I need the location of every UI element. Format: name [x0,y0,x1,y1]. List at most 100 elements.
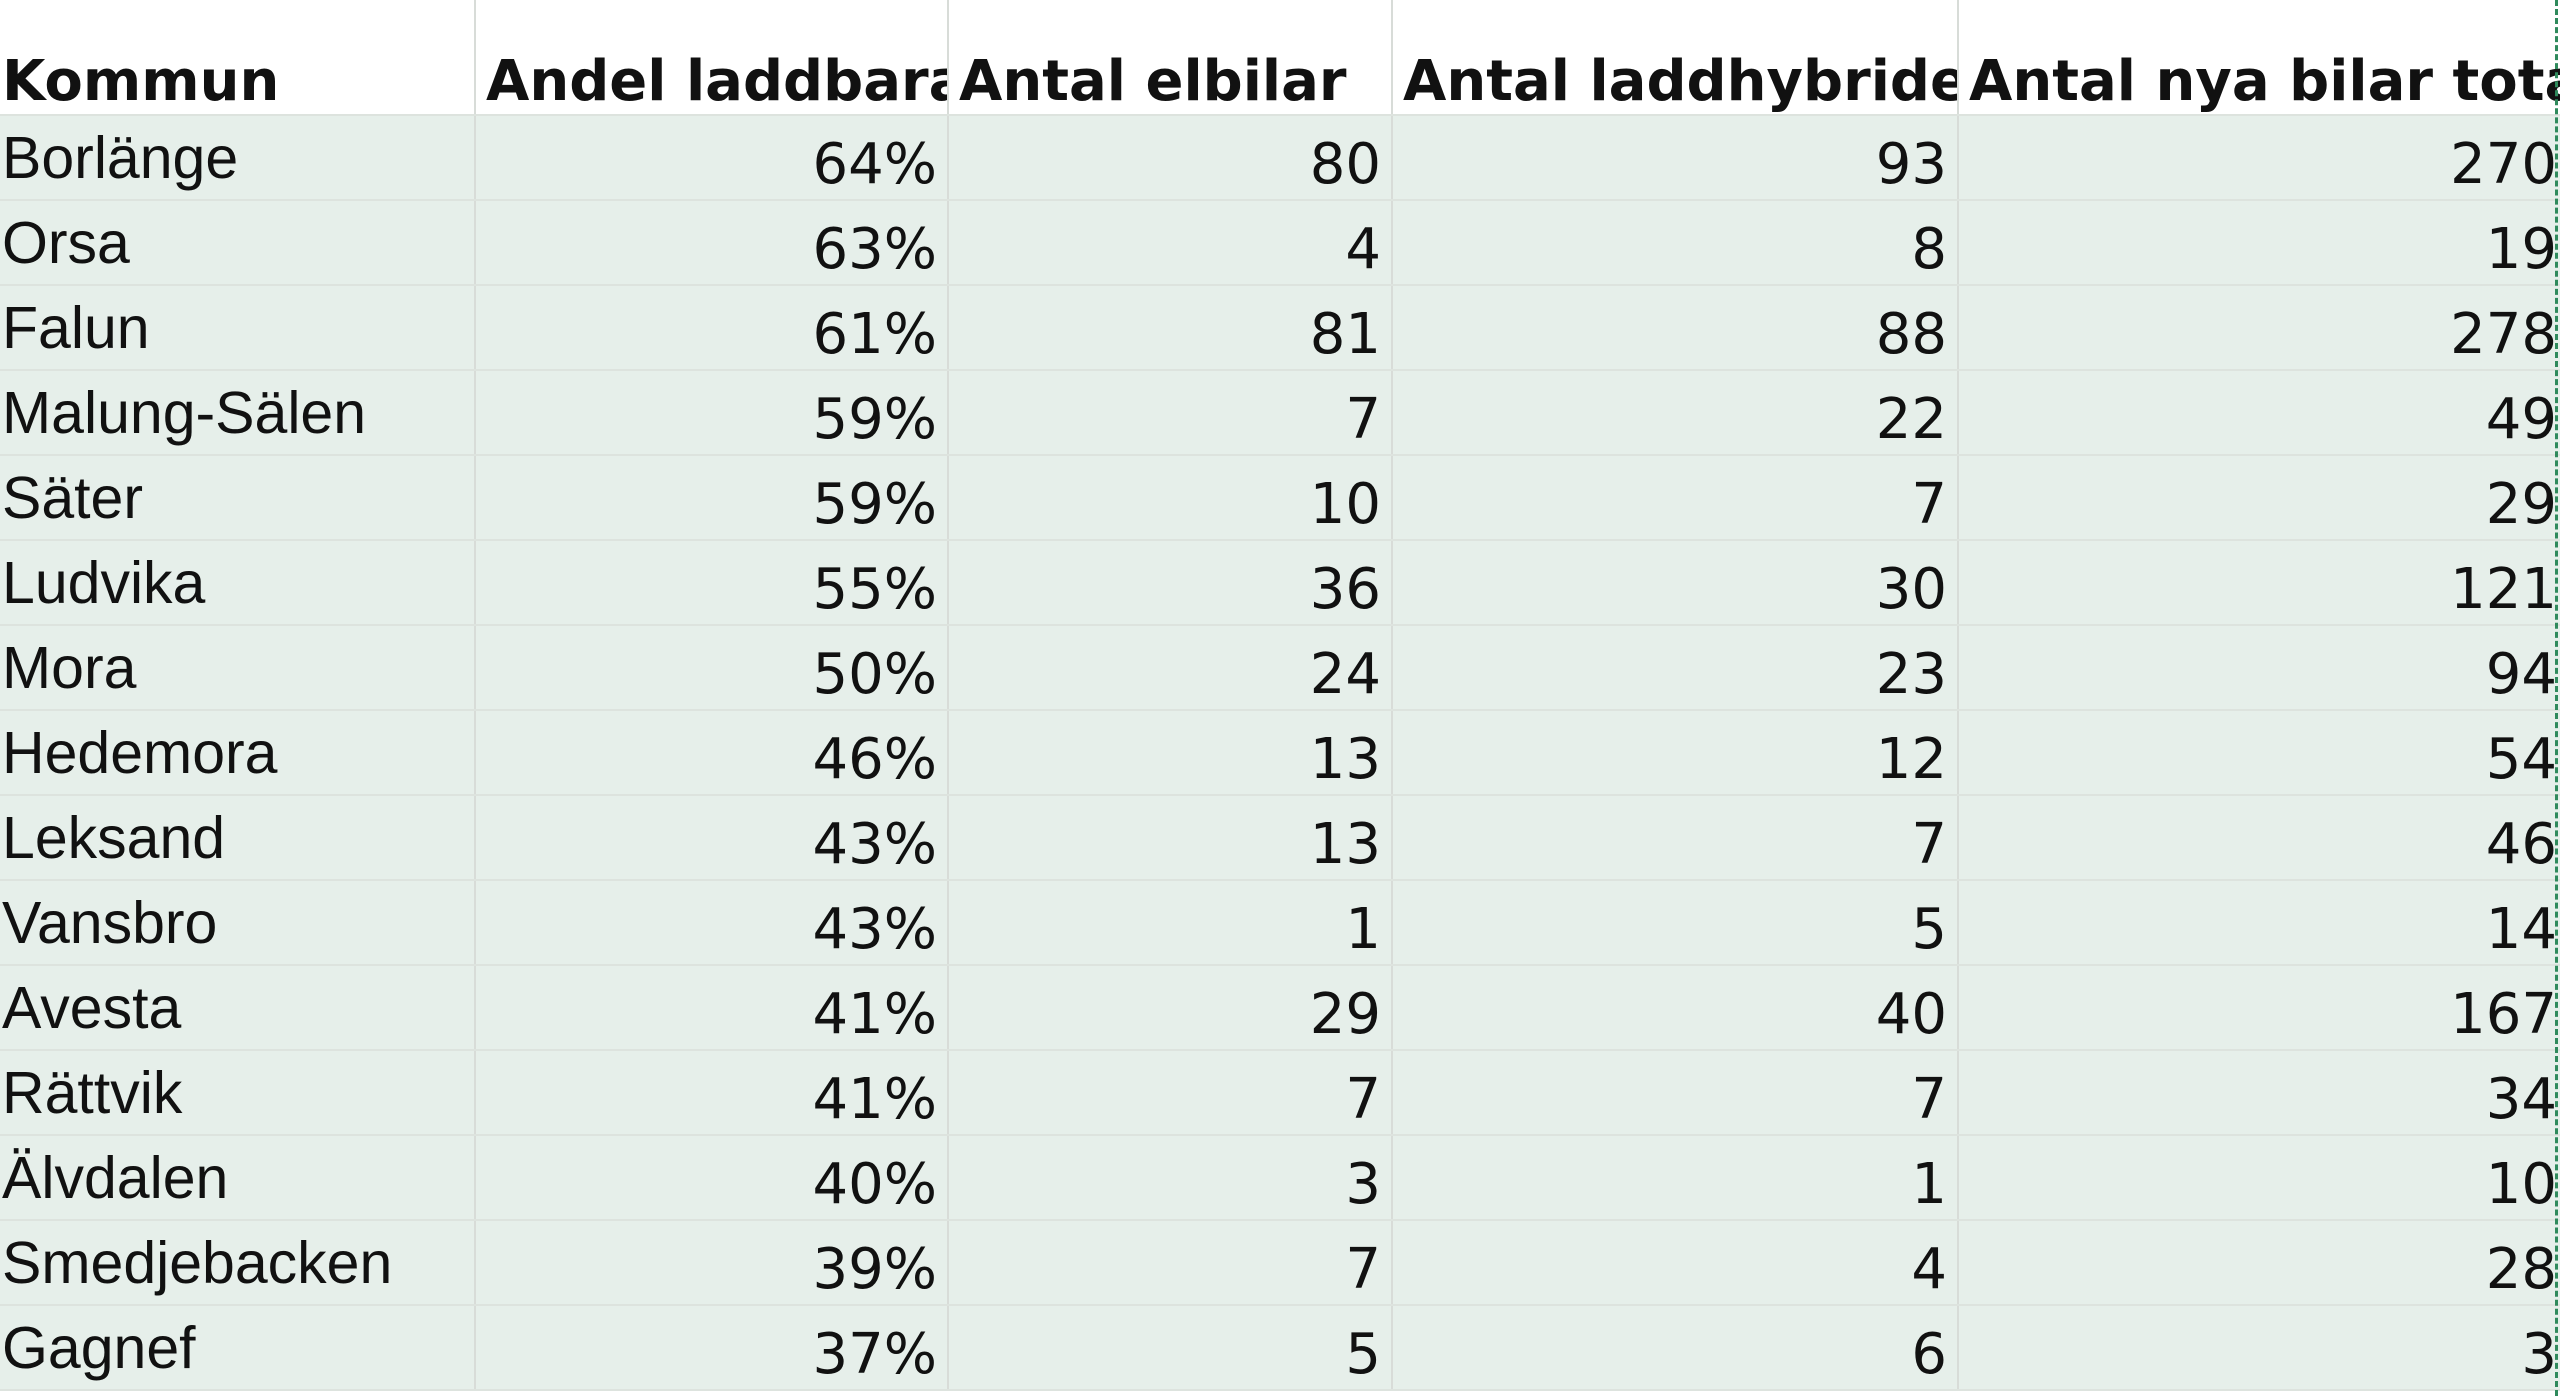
cell-antal-elbilar[interactable]: 13 [948,795,1393,881]
cell-antal-elbilar[interactable]: 81 [948,285,1393,371]
header-cell-antal-elbilar[interactable]: Antal elbilar [948,0,1393,116]
cell-kommun[interactable]: Malung-Sälen [0,370,476,456]
cell-antal-nya-bilar-totalt[interactable]: 94 [1958,625,2560,711]
table-row: Leksand 43% 13 7 46 [0,795,2560,881]
table-row: Orsa 63% 4 8 19 [0,200,2560,286]
cell-antal-nya-bilar-totalt[interactable]: 3 [1958,1305,2560,1391]
cell-antal-elbilar[interactable]: 3 [948,1135,1393,1221]
table-body: Borlänge 64% 80 93 270 Orsa 63% 4 8 19 Falun 61% 81 8… [0,115,2560,1391]
cell-antal-laddhybrider[interactable]: 40 [1392,965,1959,1051]
cell-antal-elbilar[interactable]: 7 [948,1050,1393,1136]
cell-antal-nya-bilar-totalt[interactable]: 278 [1958,285,2560,371]
cell-antal-laddhybrider[interactable]: 23 [1392,625,1959,711]
cell-antal-elbilar[interactable]: 13 [948,710,1393,796]
cell-kommun[interactable]: Smedjebacken [0,1220,476,1306]
cell-antal-elbilar[interactable]: 24 [948,625,1393,711]
cell-antal-laddhybrider[interactable]: 22 [1392,370,1959,456]
cell-kommun[interactable]: Avesta [0,965,476,1051]
cell-antal-laddhybrider[interactable]: 8 [1392,200,1959,286]
cell-antal-laddhybrider[interactable]: 12 [1392,710,1959,796]
cell-andel-laddbara[interactable]: 64% [475,115,949,201]
header-cell-andel-laddbara[interactable]: Andel laddbara [475,0,949,116]
table-row: Hedemora 46% 13 12 54 [0,710,2560,796]
header-cell-antal-nya-bilar-totalt[interactable]: Antal nya bilar totalt [1958,0,2560,116]
table-row: Säter 59% 10 7 29 [0,455,2560,541]
table-row: Ludvika 55% 36 30 121 [0,540,2560,626]
table-row: Malung-Sälen 59% 7 22 49 [0,370,2560,456]
cell-kommun[interactable]: Säter [0,455,476,541]
cell-andel-laddbara[interactable]: 37% [475,1305,949,1391]
cell-kommun[interactable]: Hedemora [0,710,476,796]
cell-andel-laddbara[interactable]: 43% [475,795,949,881]
cell-antal-nya-bilar-totalt[interactable]: 46 [1958,795,2560,881]
cell-antal-laddhybrider[interactable]: 6 [1392,1305,1959,1391]
table-row: Älvdalen 40% 3 1 10 [0,1135,2560,1221]
cell-antal-nya-bilar-totalt[interactable]: 54 [1958,710,2560,796]
cell-andel-laddbara[interactable]: 39% [475,1220,949,1306]
cell-antal-laddhybrider[interactable]: 5 [1392,880,1959,966]
cell-andel-laddbara[interactable]: 61% [475,285,949,371]
cell-antal-nya-bilar-totalt[interactable]: 34 [1958,1050,2560,1136]
cell-antal-nya-bilar-totalt[interactable]: 10 [1958,1135,2560,1221]
cell-antal-nya-bilar-totalt[interactable]: 270 [1958,115,2560,201]
cell-kommun[interactable]: Orsa [0,200,476,286]
cell-andel-laddbara[interactable]: 41% [475,965,949,1051]
cell-antal-laddhybrider[interactable]: 4 [1392,1220,1959,1306]
cell-kommun[interactable]: Gagnef [0,1305,476,1391]
cell-andel-laddbara[interactable]: 59% [475,455,949,541]
header-row: Kommun Andel laddbara Antal elbilar Anta… [0,0,2560,116]
table-row: Gagnef 37% 5 6 3 [0,1305,2560,1391]
cell-antal-nya-bilar-totalt[interactable]: 19 [1958,200,2560,286]
cell-kommun[interactable]: Vansbro [0,880,476,966]
table-row: Falun 61% 81 88 278 [0,285,2560,371]
cell-andel-laddbara[interactable]: 43% [475,880,949,966]
cell-andel-laddbara[interactable]: 40% [475,1135,949,1221]
cell-andel-laddbara[interactable]: 55% [475,540,949,626]
cell-andel-laddbara[interactable]: 50% [475,625,949,711]
cell-antal-elbilar[interactable]: 80 [948,115,1393,201]
cell-antal-elbilar[interactable]: 29 [948,965,1393,1051]
header-cell-antal-laddhybrider[interactable]: Antal laddhybrider [1392,0,1959,116]
cell-antal-nya-bilar-totalt[interactable]: 28 [1958,1220,2560,1306]
header-cell-kommun[interactable]: Kommun [0,0,476,116]
cell-antal-elbilar[interactable]: 7 [948,1220,1393,1306]
cell-antal-elbilar[interactable]: 10 [948,455,1393,541]
cell-antal-elbilar[interactable]: 36 [948,540,1393,626]
cell-kommun[interactable]: Ludvika [0,540,476,626]
cell-antal-laddhybrider[interactable]: 93 [1392,115,1959,201]
cell-kommun[interactable]: Borlänge [0,115,476,201]
cell-andel-laddbara[interactable]: 63% [475,200,949,286]
cell-andel-laddbara[interactable]: 59% [475,370,949,456]
cell-antal-nya-bilar-totalt[interactable]: 49 [1958,370,2560,456]
cell-kommun[interactable]: Falun [0,285,476,371]
cell-antal-laddhybrider[interactable]: 30 [1392,540,1959,626]
cell-antal-elbilar[interactable]: 4 [948,200,1393,286]
cell-kommun[interactable]: Älvdalen [0,1135,476,1221]
cell-antal-elbilar[interactable]: 7 [948,370,1393,456]
page-break-line [2555,0,2558,1396]
cell-kommun[interactable]: Rättvik [0,1050,476,1136]
cell-kommun[interactable]: Mora [0,625,476,711]
table-row: Borlänge 64% 80 93 270 [0,115,2560,201]
cell-antal-laddhybrider[interactable]: 1 [1392,1135,1959,1221]
cell-andel-laddbara[interactable]: 46% [475,710,949,796]
cell-antal-nya-bilar-totalt[interactable]: 29 [1958,455,2560,541]
cell-kommun[interactable]: Leksand [0,795,476,881]
cell-antal-elbilar[interactable]: 5 [948,1305,1393,1391]
cell-antal-laddhybrider[interactable]: 88 [1392,285,1959,371]
cell-antal-nya-bilar-totalt[interactable]: 14 [1958,880,2560,966]
cell-antal-laddhybrider[interactable]: 7 [1392,1050,1959,1136]
cell-antal-laddhybrider[interactable]: 7 [1392,795,1959,881]
cell-antal-nya-bilar-totalt[interactable]: 121 [1958,540,2560,626]
table-row: Vansbro 43% 1 5 14 [0,880,2560,966]
cell-andel-laddbara[interactable]: 41% [475,1050,949,1136]
table-row: Avesta 41% 29 40 167 [0,965,2560,1051]
table-row: Rättvik 41% 7 7 34 [0,1050,2560,1136]
cell-antal-elbilar[interactable]: 1 [948,880,1393,966]
cell-antal-laddhybrider[interactable]: 7 [1392,455,1959,541]
table-row: Mora 50% 24 23 94 [0,625,2560,711]
cell-antal-nya-bilar-totalt[interactable]: 167 [1958,965,2560,1051]
table-row: Smedjebacken 39% 7 4 28 [0,1220,2560,1306]
